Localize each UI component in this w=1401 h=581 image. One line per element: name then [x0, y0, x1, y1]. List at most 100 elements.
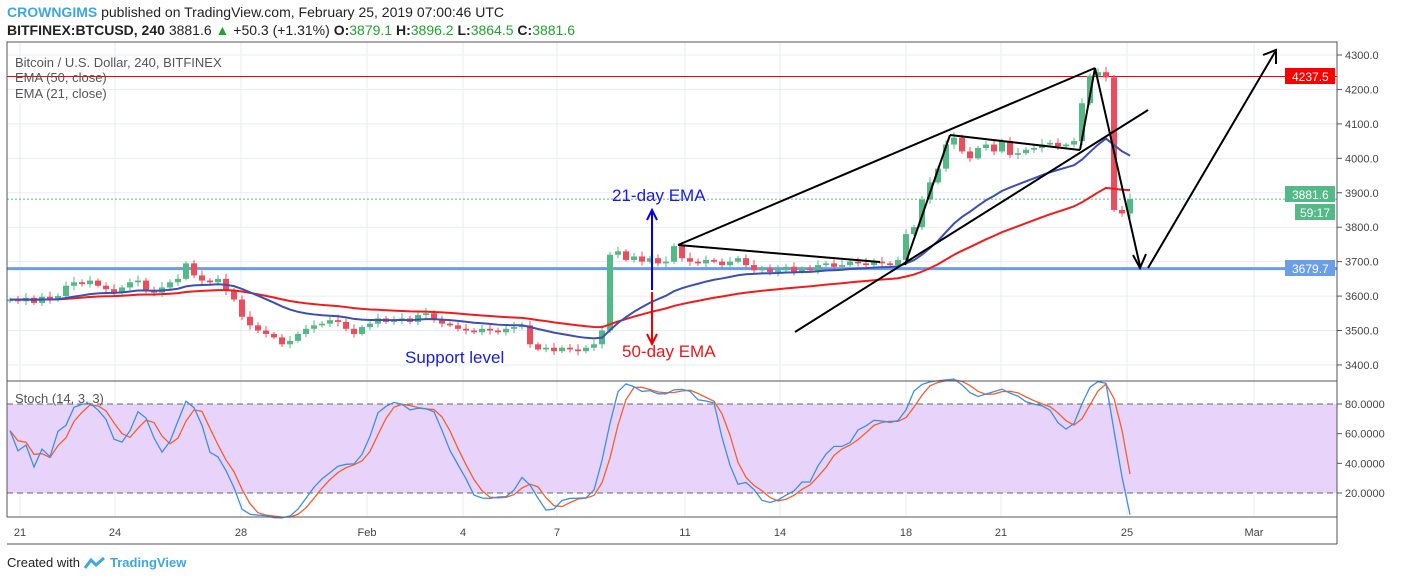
candle-body [1087, 75, 1093, 104]
resistance-badge [1285, 68, 1335, 84]
candle-body [695, 261, 701, 264]
candle-body [487, 328, 493, 331]
last-price-badge [1285, 186, 1335, 202]
candle-body [367, 323, 373, 328]
candle-body [375, 318, 381, 324]
arrow-down-head-icon [1132, 253, 1147, 271]
time-axis[interactable]: 21 24 28 Feb 4 7 11 14 18 21 25 Mar [14, 527, 1264, 539]
stoch-legend: Stoch (14, 3, 3) [15, 391, 104, 406]
candle-body [167, 282, 173, 288]
time-tick-label: 18 [900, 527, 912, 539]
candle-body [911, 227, 917, 235]
last-price: 3881.6 [168, 22, 212, 38]
candle-body [791, 266, 797, 272]
stoch-band [7, 404, 1337, 493]
time-tick-label: 28 [235, 527, 247, 539]
candle-body [255, 325, 261, 331]
trend-drawings[interactable] [677, 48, 1277, 333]
candle-body [815, 265, 821, 271]
stoch-tick-label: 60.0000 [1345, 429, 1385, 441]
candle-body [175, 278, 181, 283]
open-value: 3879.1 [349, 22, 393, 38]
candle-body [615, 251, 621, 255]
candle-body [471, 330, 477, 333]
candle-body [607, 254, 613, 331]
candle-body [1063, 144, 1069, 147]
author-link[interactable]: CROWNGIMS [7, 4, 98, 20]
arrow-up-icon [646, 207, 658, 221]
candle-body [711, 259, 717, 262]
candle-body [87, 280, 93, 285]
candle-body [903, 234, 909, 260]
time-tick-label: 14 [774, 527, 786, 539]
candle-body [311, 325, 317, 329]
candle-body [215, 278, 221, 283]
stoch-axis[interactable]: 80.0000 60.0000 40.0000 20.0000 [1337, 399, 1385, 500]
candle-body [879, 261, 885, 264]
price-axis[interactable]: 4300.0 4200.0 4100.0 4000.0 3900.0 3800.0 3700… [1337, 50, 1379, 372]
ema21-line [9, 137, 1131, 340]
candle-body [303, 328, 309, 334]
candle-body [479, 328, 485, 333]
peak-line[interactable] [1079, 67, 1141, 267]
candle-body [999, 141, 1005, 152]
candle-body [1111, 77, 1117, 210]
candle-body [767, 268, 773, 272]
candle-body [231, 290, 237, 300]
candle-body [679, 246, 685, 259]
candle-body [847, 261, 853, 266]
candle-body [1055, 142, 1061, 147]
candle-body [511, 327, 517, 329]
time-tick-label: Feb [358, 527, 377, 539]
time-tick-label: Mar [1245, 527, 1264, 539]
support-annotation: Support level [405, 348, 504, 367]
candle-body [959, 137, 965, 152]
candle-body [1023, 149, 1029, 154]
candle-body [1071, 141, 1077, 145]
candle-body [79, 282, 85, 285]
candle-body [967, 151, 973, 159]
candle-body [503, 328, 509, 333]
triangle-top-line[interactable] [949, 134, 1081, 151]
candle-body [439, 320, 445, 324]
candle-body [495, 330, 501, 333]
pennant-upper-line[interactable] [677, 244, 881, 263]
price-tick-label: 3800.0 [1345, 222, 1379, 234]
candle-body [527, 325, 533, 345]
wedge-upper-line[interactable] [677, 67, 1096, 246]
candle-body [319, 323, 325, 326]
symbol: BITFINEX:BTCUSD, 240 [7, 22, 165, 38]
arrow-down-icon [646, 333, 658, 347]
price-tick-label: 3600.0 [1345, 291, 1379, 303]
candle-body [359, 327, 365, 334]
low-value: 3864.5 [470, 22, 514, 38]
candle-body [591, 344, 597, 348]
candle-body [575, 349, 581, 352]
candle-body [271, 333, 277, 338]
candle-body [263, 330, 269, 334]
last-price-badge-text: 3881.6 [1292, 188, 1329, 202]
candle-body [103, 285, 109, 290]
forecast-up-line[interactable] [1147, 51, 1276, 269]
high-value: 3896.2 [410, 22, 454, 38]
triangle-left-line[interactable] [904, 134, 951, 266]
candle-body [1095, 72, 1101, 76]
wedge-lower-line[interactable] [794, 109, 1149, 333]
candle-body [335, 320, 341, 322]
tradingview-link[interactable]: TradingView [109, 555, 187, 570]
candle-body [743, 258, 749, 266]
price-tick-label: 3700.0 [1345, 257, 1379, 269]
support-badge-text: 3679.7 [1292, 262, 1329, 276]
time-tick-label: 11 [679, 527, 690, 539]
candle-body [775, 270, 781, 272]
stoch-k-line [9, 378, 1131, 519]
candle-body [455, 325, 461, 329]
candle-body [887, 263, 893, 266]
candle-body [871, 261, 877, 266]
ema50-legend: EMA (50, close) [15, 70, 107, 85]
candle-body [687, 258, 693, 262]
candle-body [1119, 209, 1125, 214]
candle-body [583, 347, 589, 352]
candle-body [239, 299, 245, 317]
